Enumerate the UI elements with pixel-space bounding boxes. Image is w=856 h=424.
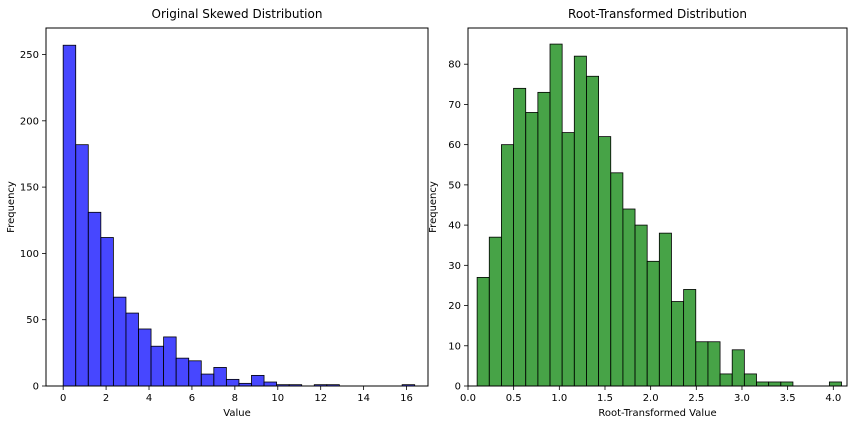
histogram-bar: [671, 301, 685, 387]
x-tick-label: 2: [103, 393, 109, 404]
y-tick-label: 60: [448, 140, 461, 151]
y-axis-label: Frequency: [428, 181, 439, 233]
x-tick-label: 3.0: [734, 393, 750, 404]
histogram-bar: [707, 341, 721, 387]
x-tick-label: 0: [60, 393, 66, 404]
histogram-bar: [163, 336, 177, 387]
histogram-bar: [622, 208, 636, 387]
histogram-bar: [175, 357, 190, 387]
histogram-bar: [112, 296, 127, 387]
histogram-bar: [658, 232, 672, 387]
left-histogram: 0 2 4 6 8 10 12 14 16 0 50 100 150 200 250 Original Ske…: [6, 7, 429, 419]
y-tick-label: 150: [20, 183, 39, 194]
y-tick-label: 50: [448, 180, 461, 191]
histogram-bar: [598, 136, 612, 387]
histogram-bar: [828, 381, 842, 387]
histogram-bar: [476, 276, 490, 387]
histogram-bar: [695, 341, 709, 387]
histogram-bar: [200, 373, 215, 387]
histogram-bar: [537, 91, 551, 387]
x-tick-label: 0.0: [460, 393, 476, 404]
histogram-bar: [683, 289, 697, 387]
histogram-bar: [646, 260, 660, 387]
y-tick-label: 0: [455, 382, 461, 393]
y-tick-label: 40: [448, 221, 461, 232]
y-tick-label: 250: [20, 50, 39, 61]
x-tick-label: 3.5: [780, 393, 796, 404]
right-histogram: 0.0 0.5 1.0 1.5 2.0 2.5 3.0 3.5 4.0 0 10 20 30 40 50 60…: [428, 7, 848, 419]
y-tick-label: 30: [448, 261, 461, 272]
histogram-bar: [75, 144, 89, 387]
x-tick-label: 0.5: [506, 393, 522, 404]
x-tick-label: 16: [400, 393, 413, 404]
y-tick-label: 200: [20, 116, 39, 127]
x-tick-label: 6: [189, 393, 195, 404]
x-tick-label: 2.0: [643, 393, 659, 404]
histogram-bar: [549, 43, 563, 387]
x-tick-label: 2.5: [688, 393, 704, 404]
y-tick-label: 70: [448, 100, 461, 111]
histogram-bar: [768, 381, 782, 387]
histogram-bar: [138, 328, 152, 387]
y-tick-label: 100: [20, 249, 39, 260]
x-tick-label: 4.0: [825, 393, 841, 404]
x-tick-label: 1.5: [597, 393, 613, 404]
histogram-bar: [634, 224, 648, 387]
histogram-bar: [263, 381, 277, 387]
histogram-bar: [62, 44, 77, 387]
plot-frame: [467, 27, 848, 387]
histogram-bar: [213, 367, 227, 387]
x-tick-label: 10: [271, 393, 284, 404]
x-axis-label: Root-Transformed Value: [598, 408, 716, 419]
histogram-bar: [573, 55, 587, 387]
x-tick-label: 1.0: [551, 393, 567, 404]
histogram-bar: [188, 360, 202, 387]
histogram-bar: [586, 75, 599, 387]
histogram-bar: [719, 373, 733, 387]
chart-title: Root-Transformed Distribution: [568, 7, 747, 21]
x-tick-label: 12: [314, 393, 327, 404]
y-tick-label: 50: [26, 315, 39, 326]
y-tick-label: 0: [33, 382, 39, 393]
histogram-bar: [125, 312, 139, 387]
y-tick-label: 80: [448, 60, 461, 71]
chart-title: Original Skewed Distribution: [152, 7, 323, 21]
histogram-bar: [251, 374, 265, 387]
histogram-bar: [525, 112, 539, 387]
histogram-bar: [561, 132, 575, 387]
histogram-bar: [100, 237, 114, 387]
histogram-bar: [150, 345, 165, 387]
plot-frame: [45, 27, 429, 387]
histogram-bar: [780, 381, 794, 387]
y-tick-label: 20: [448, 301, 461, 312]
histogram-bar: [513, 87, 527, 387]
x-axis-label: Value: [223, 408, 250, 419]
x-tick-label: 4: [146, 393, 152, 404]
histogram-bar: [731, 349, 745, 387]
histogram-bar: [488, 236, 502, 387]
histogram-bar: [610, 172, 624, 387]
x-tick-label: 8: [232, 393, 238, 404]
histogram-bar: [501, 144, 514, 387]
histogram-bar: [87, 211, 102, 387]
y-axis-label: Frequency: [6, 181, 17, 233]
histogram-bar: [743, 373, 757, 387]
x-tick-label: 14: [357, 393, 370, 404]
histogram-bar: [756, 381, 770, 387]
histogram-bar: [225, 378, 240, 387]
y-tick-label: 10: [448, 341, 461, 352]
